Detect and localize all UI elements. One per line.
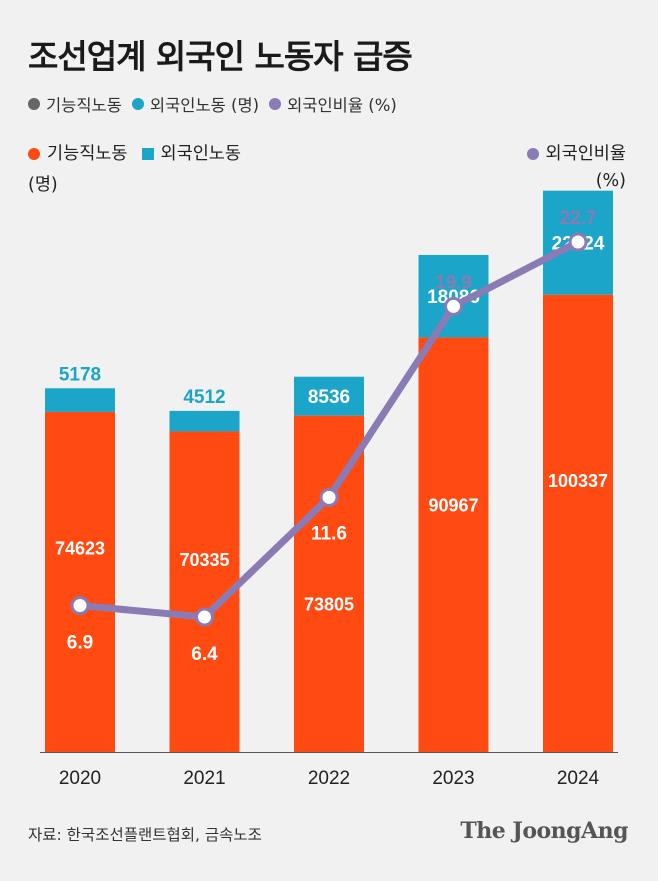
legend-foreign-label: 외국인노동 [160, 144, 242, 164]
legend-top-skilled-label: 기능직노동 [46, 96, 122, 115]
legend-top-ratio: 외국인비율 (%) [269, 92, 397, 116]
legend-top-ratio-swatch [269, 98, 282, 110]
legend-main: 기능직노동 외국인노동 (명) [28, 140, 241, 196]
legend-skilled-label: 기능직노동 [47, 144, 128, 164]
label-skilled-2024: 100337 [548, 471, 608, 491]
ratio-label-2023: 19.9 [435, 272, 472, 293]
bar-foreign-2021 [169, 410, 240, 432]
ratio-label-2022: 11.6 [311, 523, 347, 544]
ratio-point-2024 [568, 232, 588, 252]
bar-foreign-2022 [294, 376, 364, 416]
label-skilled-2021: 70335 [179, 550, 229, 570]
source-note: 자료: 한국조선플랜트협회, 금속노조 [28, 826, 262, 844]
legend-top-foreign: 외국인노동 (명) [131, 92, 260, 116]
legend-foreign-swatch [141, 148, 154, 160]
legend-right: 외국인비율 (%) [526, 140, 627, 191]
legend-top-foreign-swatch [131, 98, 144, 110]
x-tick-2024: 2024 [557, 768, 600, 789]
bar-skilled-2024 [543, 294, 613, 752]
legend-ratio-label: 외국인비율 [545, 144, 627, 164]
ratio-label-2021: 6.4 [191, 644, 218, 665]
legend-top-ratio-label: 외국인비율 (%) [287, 96, 397, 115]
label-skilled-2020: 74623 [55, 539, 105, 559]
legend-top: 기능직노동 외국인노동 (명) 외국인비율 (%) [28, 92, 397, 116]
bar-skilled-2023 [418, 337, 489, 752]
x-tick-2023: 2023 [432, 768, 474, 789]
label-foreign-2020: 5178 [59, 364, 101, 385]
label-foreign-2022: 8536 [308, 387, 350, 408]
legend-top-skilled: 기능직노동 [28, 92, 122, 116]
label-skilled-2022: 73805 [304, 595, 354, 615]
legend-ratio-swatch [526, 148, 539, 160]
legend-skilled-swatch [28, 148, 40, 160]
label-skilled-2023: 90967 [428, 496, 478, 516]
x-tick-2020: 2020 [59, 768, 101, 789]
bar-skilled-2020 [45, 411, 115, 752]
bar-skilled-2022 [294, 415, 364, 752]
ratio-point-2022 [319, 487, 339, 507]
x-tick-2021: 2021 [183, 768, 225, 789]
brand-logo: The JoongAng [460, 818, 628, 844]
right-axis-unit: (%) [595, 171, 626, 191]
legend-top-skilled-swatch [28, 98, 40, 110]
bar-foreign-2020 [45, 388, 115, 412]
legend-skilled: 기능직노동 [28, 140, 128, 165]
label-foreign-2021: 4512 [183, 387, 225, 408]
legend-top-foreign-label: 외국인노동 (명) [149, 96, 260, 115]
ratio-point-2020 [70, 595, 90, 615]
ratio-label-2020: 6.9 [67, 632, 93, 653]
x-tick-2022: 2022 [308, 768, 350, 789]
ratio-point-2021 [195, 607, 214, 627]
legend-foreign: 외국인노동 [141, 140, 242, 165]
left-axis-unit: (명) [28, 175, 58, 195]
ratio-point-2023 [444, 296, 463, 316]
chart-title: 조선업계 외국인 노동자 급증 [28, 37, 413, 76]
ratio-label-2024: 22.7 [560, 208, 597, 229]
